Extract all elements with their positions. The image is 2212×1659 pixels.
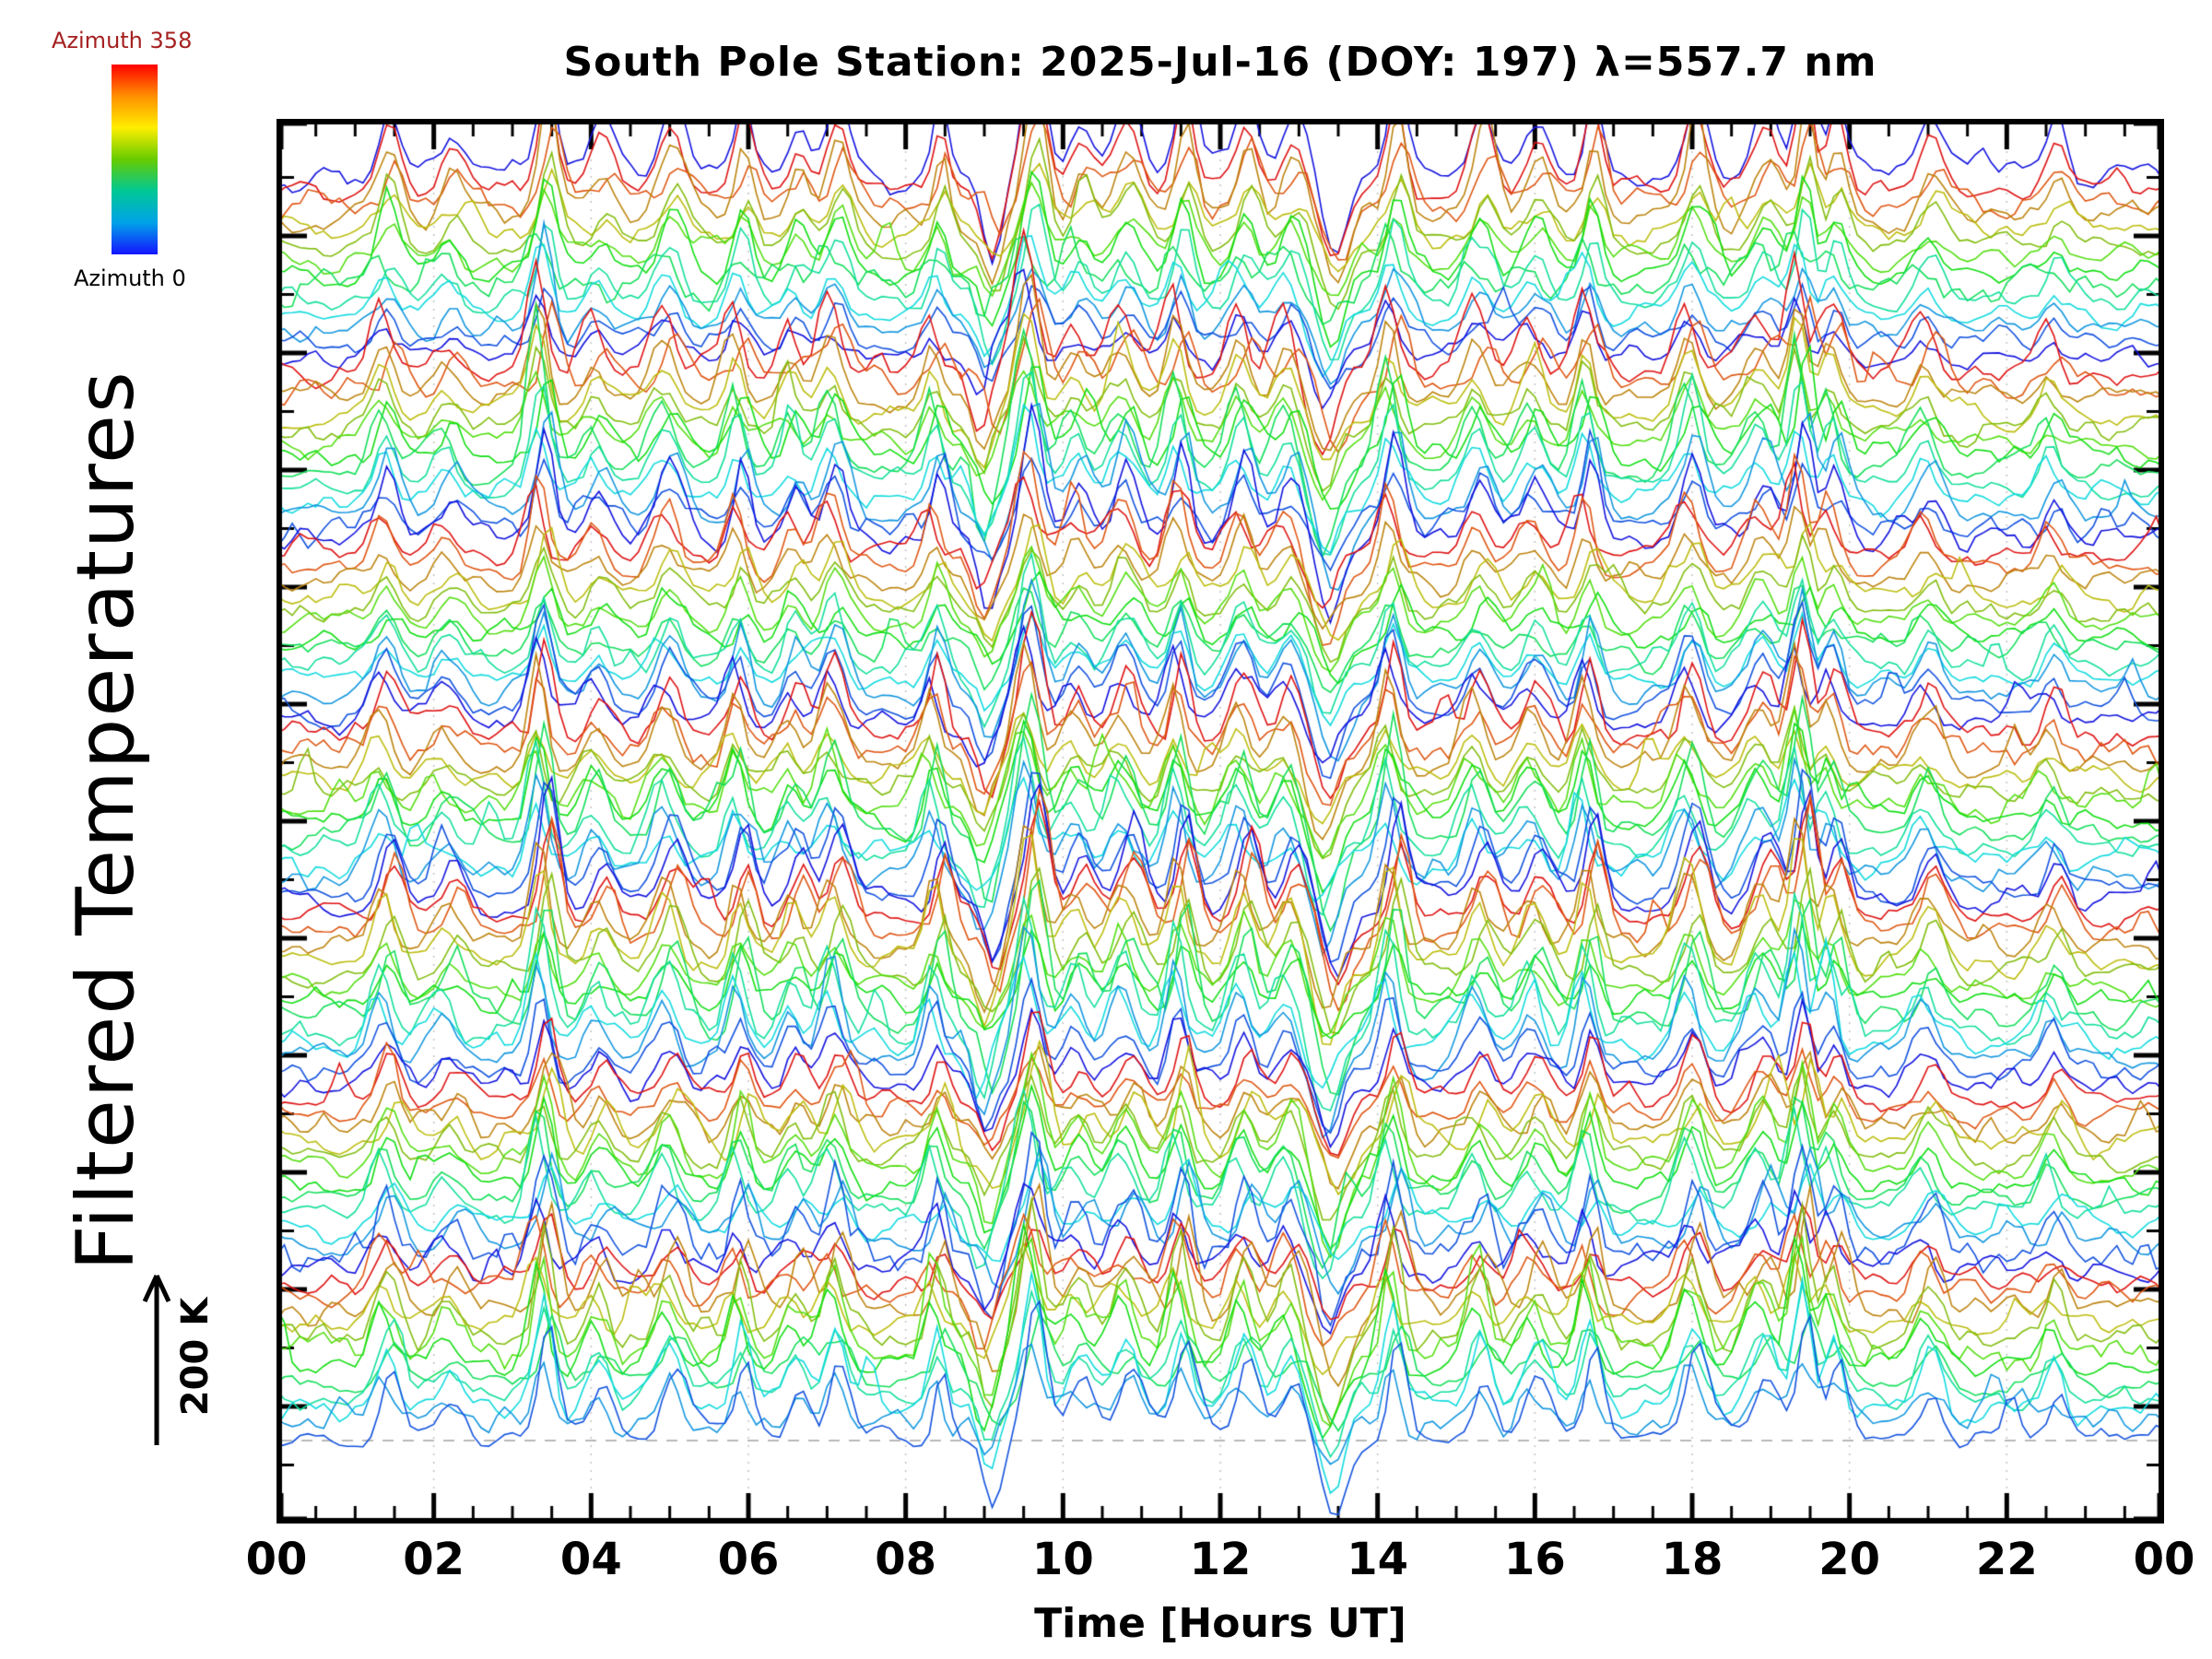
x-tick-label: 22 <box>1975 1534 2038 1585</box>
x-tick-label: 00 <box>245 1534 308 1585</box>
x-axis-tick-labels: 00 02 04 06 08 10 12 14 16 18 20 22 00 <box>246 1534 2195 1593</box>
chart-title: South Pole Station: 2025-Jul-16 (DOY: 19… <box>563 39 1877 86</box>
plot-canvas <box>276 119 2164 1524</box>
x-tick-label: 12 <box>1189 1534 1252 1585</box>
colorbar-bottom-label: Azimuth 0 <box>74 265 186 291</box>
scale-bar-label: 200 K <box>174 1297 217 1417</box>
x-tick-label: 08 <box>875 1534 937 1585</box>
x-tick-label: 02 <box>403 1534 465 1585</box>
colorbar-gradient <box>112 65 158 254</box>
x-tick-label: 16 <box>1503 1534 1566 1585</box>
x-tick-label: 14 <box>1347 1534 1409 1585</box>
y-axis-title: Filtered Temperatures <box>60 370 152 1271</box>
x-tick-label: 20 <box>1818 1534 1881 1585</box>
colorbar-top-label: Azimuth 358 <box>52 28 193 53</box>
x-tick-label: 00 <box>2133 1534 2195 1585</box>
x-tick-label: 18 <box>1661 1534 1724 1585</box>
scale-arrow-icon <box>142 1274 171 1445</box>
x-tick-label: 04 <box>559 1534 622 1585</box>
x-tick-label: 10 <box>1031 1534 1094 1585</box>
x-axis-title: Time [Hours UT] <box>1034 1600 1406 1647</box>
x-tick-label: 06 <box>717 1534 780 1585</box>
